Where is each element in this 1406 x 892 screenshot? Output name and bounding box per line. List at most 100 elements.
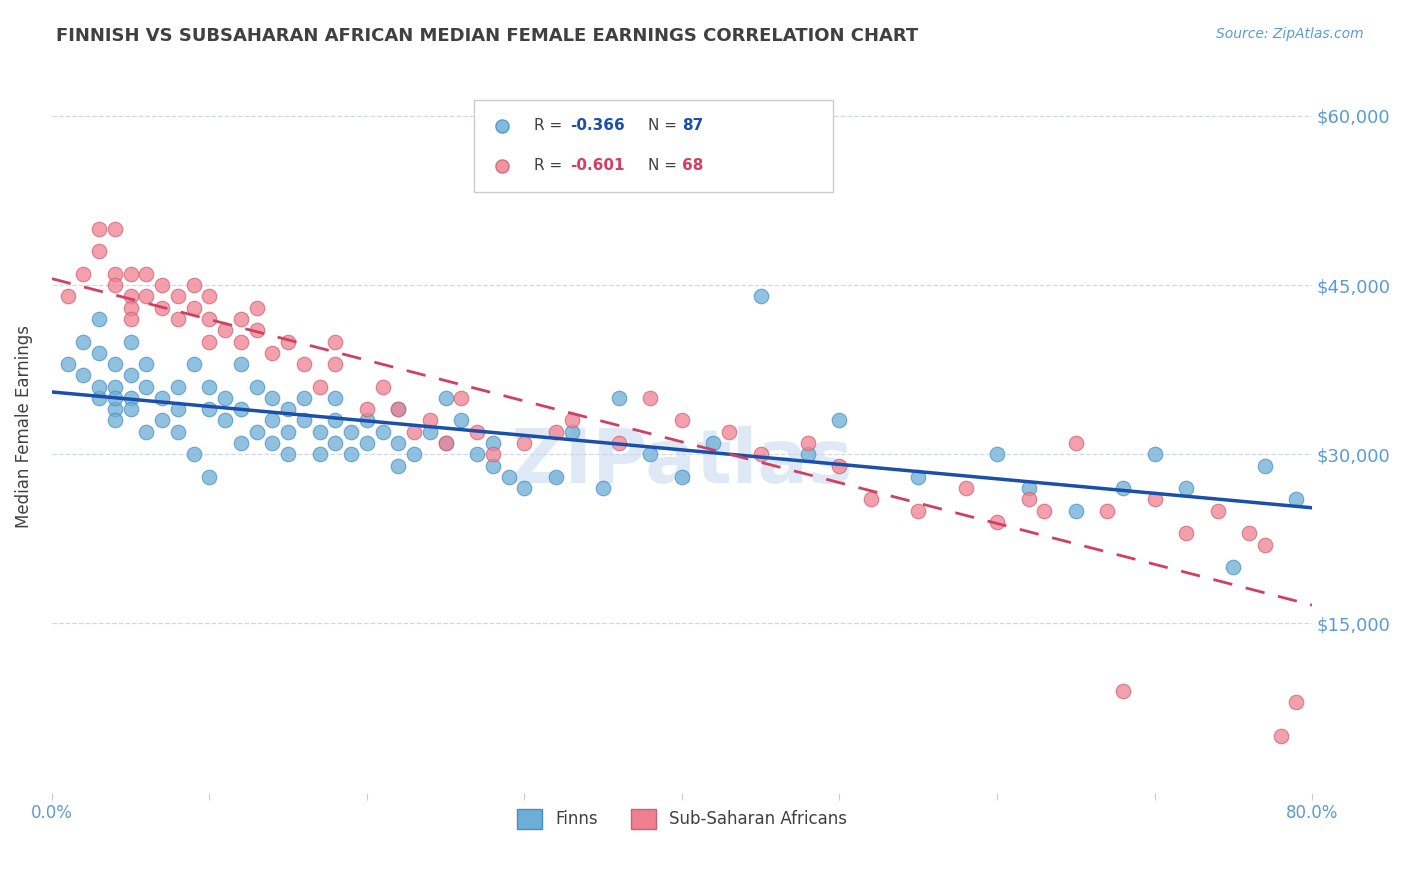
Point	[262, 346, 284, 360]
Point	[120, 301, 142, 315]
Point	[104, 221, 127, 235]
Point	[387, 458, 409, 473]
Point	[198, 470, 221, 484]
Point	[229, 402, 252, 417]
Point	[245, 425, 267, 439]
Point	[482, 458, 505, 473]
Point	[603, 786, 626, 800]
Point	[198, 312, 221, 326]
Point	[87, 379, 110, 393]
Legend: Finns, Sub-Saharan Africans: Finns, Sub-Saharan Africans	[510, 802, 853, 836]
Point	[292, 357, 315, 371]
Point	[371, 379, 394, 393]
Point	[434, 436, 457, 450]
Point	[325, 413, 347, 427]
Text: N =: N =	[648, 159, 682, 173]
Point	[1064, 436, 1087, 450]
Point	[671, 413, 693, 427]
Point	[183, 357, 205, 371]
Point	[325, 357, 347, 371]
Point	[150, 391, 173, 405]
Point	[104, 357, 127, 371]
Point	[404, 447, 426, 461]
Point	[434, 391, 457, 405]
Point	[498, 470, 520, 484]
Point	[229, 436, 252, 450]
Point	[120, 334, 142, 349]
Point	[828, 413, 851, 427]
Text: -0.601: -0.601	[569, 159, 624, 173]
Point	[749, 447, 772, 461]
Point	[325, 334, 347, 349]
Point	[419, 413, 441, 427]
Point	[135, 357, 157, 371]
Point	[277, 447, 299, 461]
Point	[292, 413, 315, 427]
Point	[120, 267, 142, 281]
Point	[482, 447, 505, 461]
Point	[718, 425, 741, 439]
Point	[87, 244, 110, 259]
Text: 87: 87	[682, 118, 703, 133]
Point	[229, 312, 252, 326]
Point	[1033, 504, 1056, 518]
Point	[561, 413, 583, 427]
Point	[955, 481, 977, 495]
Point	[120, 368, 142, 383]
Text: R =: R =	[534, 118, 568, 133]
Point	[245, 301, 267, 315]
Point	[166, 425, 188, 439]
Point	[277, 425, 299, 439]
Point	[150, 413, 173, 427]
Point	[198, 289, 221, 303]
Point	[308, 379, 330, 393]
Point	[120, 312, 142, 326]
Point	[104, 402, 127, 417]
Point	[404, 425, 426, 439]
Point	[482, 436, 505, 450]
Point	[277, 402, 299, 417]
Point	[72, 267, 94, 281]
Point	[1112, 684, 1135, 698]
Text: N =: N =	[648, 118, 682, 133]
Point	[183, 447, 205, 461]
Point	[1285, 492, 1308, 507]
Point	[87, 391, 110, 405]
Point	[245, 379, 267, 393]
Point	[371, 425, 394, 439]
Point	[1254, 537, 1277, 551]
Point	[434, 436, 457, 450]
Point	[104, 391, 127, 405]
Point	[104, 413, 127, 427]
Point	[828, 458, 851, 473]
Point	[150, 301, 173, 315]
Point	[1064, 504, 1087, 518]
Point	[450, 391, 472, 405]
Point	[135, 379, 157, 393]
Point	[356, 436, 378, 450]
Point	[214, 413, 236, 427]
Point	[340, 447, 363, 461]
Point	[87, 346, 110, 360]
Point	[292, 391, 315, 405]
Point	[465, 447, 488, 461]
Point	[72, 334, 94, 349]
Point	[797, 436, 820, 450]
Point	[308, 425, 330, 439]
Point	[325, 436, 347, 450]
Point	[356, 402, 378, 417]
Point	[166, 312, 188, 326]
Point	[277, 334, 299, 349]
Point	[419, 425, 441, 439]
Point	[513, 436, 536, 450]
Point	[183, 301, 205, 315]
Point	[640, 391, 662, 405]
Point	[245, 323, 267, 337]
Point	[56, 289, 79, 303]
Point	[135, 289, 157, 303]
Point	[603, 786, 626, 800]
Point	[465, 425, 488, 439]
Point	[198, 334, 221, 349]
Point	[907, 470, 929, 484]
Point	[166, 379, 188, 393]
